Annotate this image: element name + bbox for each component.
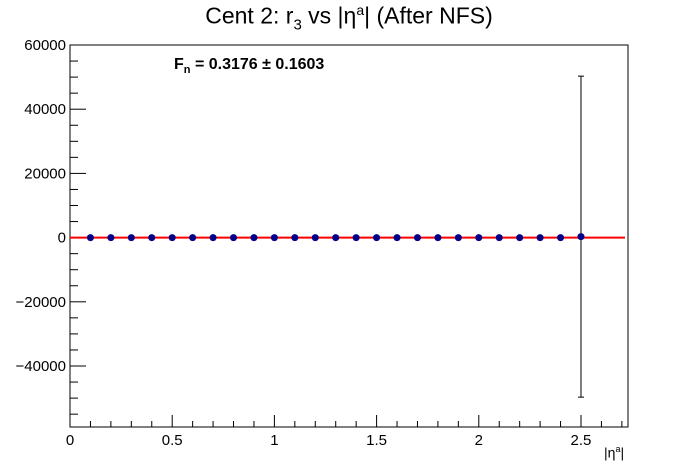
- y-tick-label: 40000: [24, 101, 66, 118]
- data-point: [495, 234, 503, 242]
- x-tick-label: 2: [475, 432, 483, 449]
- data-point: [127, 234, 135, 242]
- y-tick-label: 60000: [24, 37, 66, 54]
- fit-annotation: Fn = 0.3176 ± 0.1603: [174, 56, 325, 77]
- data-point: [434, 234, 442, 242]
- y-tick-label: −20000: [16, 294, 66, 311]
- data-point: [577, 233, 585, 241]
- data-point: [475, 234, 483, 242]
- x-tick-label: 1.5: [366, 432, 387, 449]
- data-point: [148, 234, 156, 242]
- data-point: [454, 234, 462, 242]
- data-point: [209, 234, 217, 242]
- data-point: [250, 234, 258, 242]
- x-tick-label: 1: [270, 432, 278, 449]
- data-point: [516, 234, 524, 242]
- data-point: [557, 234, 565, 242]
- data-point: [86, 234, 94, 242]
- data-point: [189, 234, 197, 242]
- data-point: [352, 234, 360, 242]
- y-tick-label: −40000: [16, 358, 66, 375]
- plot-frame: [69, 44, 629, 428]
- data-point: [373, 234, 381, 242]
- data-point: [393, 234, 401, 242]
- data-point: [413, 234, 421, 242]
- data-point: [107, 234, 115, 242]
- data-point: [332, 234, 340, 242]
- x-tick-label: 0.5: [162, 432, 183, 449]
- data-point: [168, 234, 176, 242]
- data-point: [536, 234, 544, 242]
- x-axis-label: |ηa|: [604, 444, 625, 461]
- data-point: [291, 234, 299, 242]
- data-point: [311, 234, 319, 242]
- y-tick-label: 0: [58, 230, 66, 247]
- data-point: [230, 234, 238, 242]
- x-tick-label: 0: [66, 432, 74, 449]
- x-tick-label: 2.5: [571, 432, 592, 449]
- data-point: [270, 234, 278, 242]
- chart-title: Cent 2: r3 vs |ηa| (After NFS): [205, 2, 493, 34]
- y-tick-label: 20000: [24, 165, 66, 182]
